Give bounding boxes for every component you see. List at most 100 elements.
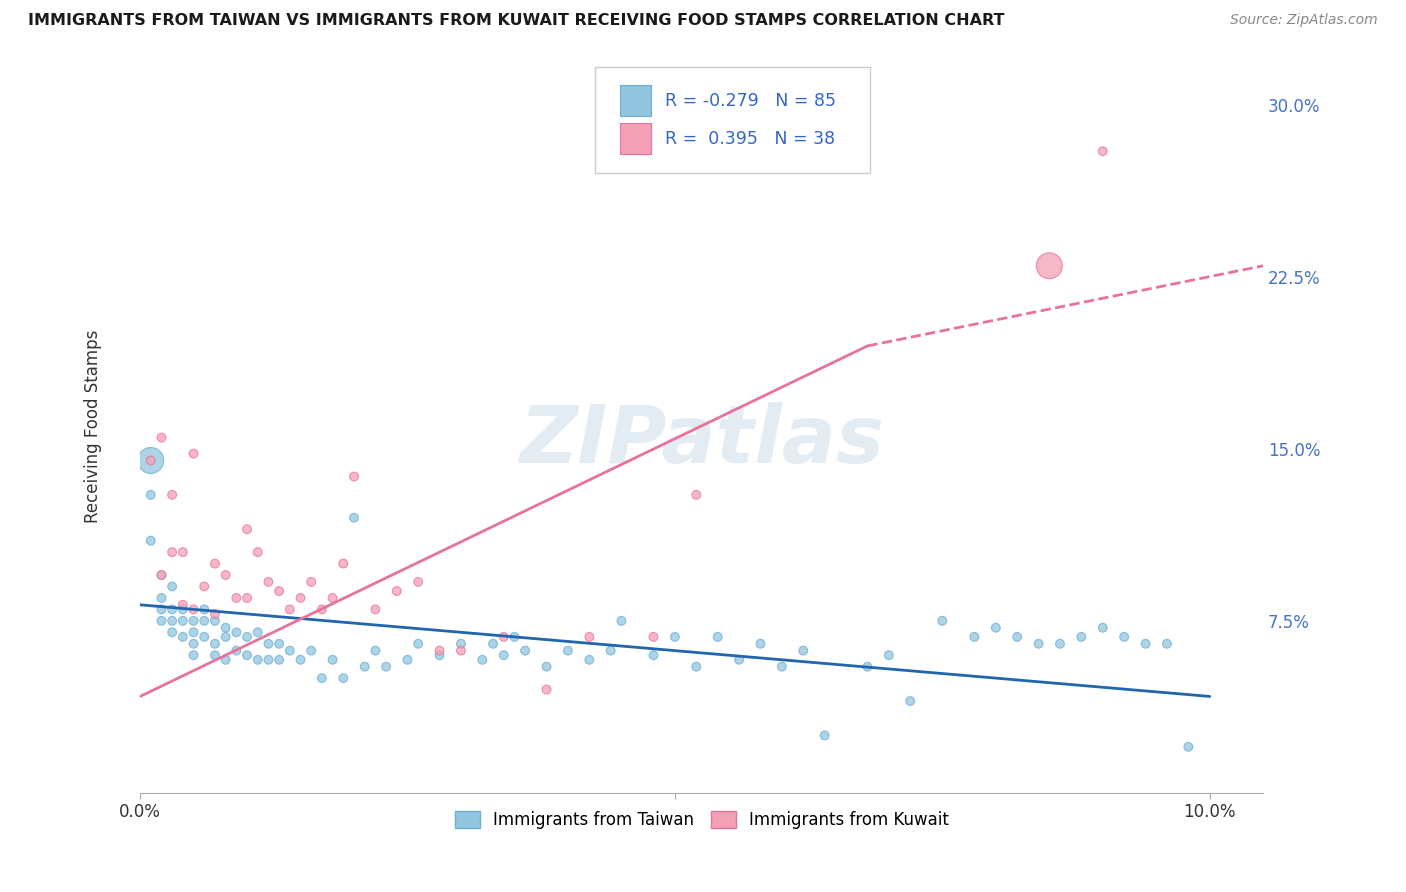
Point bbox=[332, 671, 354, 685]
Point bbox=[139, 533, 162, 548]
Point bbox=[1091, 621, 1114, 635]
Point bbox=[311, 602, 333, 616]
Text: R = -0.279   N = 85: R = -0.279 N = 85 bbox=[665, 92, 835, 110]
Text: Source: ZipAtlas.com: Source: ZipAtlas.com bbox=[1230, 13, 1378, 28]
FancyBboxPatch shape bbox=[620, 123, 651, 154]
Point bbox=[278, 643, 301, 657]
Legend: Immigrants from Taiwan, Immigrants from Kuwait: Immigrants from Taiwan, Immigrants from … bbox=[449, 804, 956, 836]
Point bbox=[160, 614, 183, 628]
Point bbox=[193, 614, 215, 628]
Point bbox=[364, 602, 387, 616]
Point bbox=[536, 659, 558, 673]
Point bbox=[225, 625, 247, 640]
Point bbox=[450, 643, 472, 657]
Point bbox=[1091, 145, 1114, 159]
Point bbox=[204, 614, 226, 628]
Point bbox=[984, 621, 1007, 635]
Point bbox=[257, 574, 280, 589]
Point bbox=[214, 653, 236, 667]
Point bbox=[183, 614, 205, 628]
Point bbox=[160, 488, 183, 502]
Point bbox=[150, 431, 173, 445]
Point bbox=[492, 630, 515, 644]
Point bbox=[1049, 637, 1071, 651]
Point bbox=[1038, 259, 1060, 273]
Point bbox=[643, 630, 665, 644]
FancyBboxPatch shape bbox=[620, 86, 651, 116]
Point bbox=[290, 591, 312, 605]
Point bbox=[278, 602, 301, 616]
Point bbox=[183, 447, 205, 461]
Point bbox=[685, 488, 707, 502]
Point bbox=[150, 568, 173, 582]
Point bbox=[353, 659, 375, 673]
Point bbox=[322, 653, 344, 667]
Point bbox=[482, 637, 505, 651]
Point bbox=[193, 579, 215, 593]
Point bbox=[246, 545, 269, 559]
Point bbox=[172, 630, 194, 644]
Point bbox=[183, 602, 205, 616]
Point bbox=[685, 659, 707, 673]
Point bbox=[246, 625, 269, 640]
Point bbox=[225, 591, 247, 605]
Point bbox=[193, 602, 215, 616]
Point bbox=[492, 648, 515, 663]
Point bbox=[150, 591, 173, 605]
Point bbox=[183, 648, 205, 663]
Point bbox=[139, 453, 162, 467]
Point bbox=[515, 643, 537, 657]
Point bbox=[160, 545, 183, 559]
Point bbox=[599, 643, 621, 657]
Point bbox=[503, 630, 526, 644]
Text: ZIPatlas: ZIPatlas bbox=[519, 401, 884, 480]
Point bbox=[172, 614, 194, 628]
Point bbox=[204, 648, 226, 663]
Point bbox=[643, 648, 665, 663]
Point bbox=[204, 637, 226, 651]
Point bbox=[814, 728, 837, 742]
Point bbox=[396, 653, 419, 667]
Point bbox=[172, 545, 194, 559]
Point bbox=[139, 488, 162, 502]
Point bbox=[536, 682, 558, 697]
Point bbox=[299, 643, 322, 657]
Point bbox=[322, 591, 344, 605]
Point bbox=[610, 614, 633, 628]
Point bbox=[728, 653, 751, 667]
Point bbox=[269, 637, 291, 651]
Point bbox=[375, 659, 398, 673]
Point bbox=[898, 694, 921, 708]
Point bbox=[856, 659, 879, 673]
Point bbox=[160, 625, 183, 640]
Point bbox=[214, 568, 236, 582]
Point bbox=[450, 637, 472, 651]
Point bbox=[385, 584, 408, 599]
Point bbox=[183, 625, 205, 640]
Point bbox=[172, 602, 194, 616]
Point bbox=[160, 602, 183, 616]
Point bbox=[1156, 637, 1178, 651]
Point bbox=[770, 659, 793, 673]
Point bbox=[214, 621, 236, 635]
Point bbox=[236, 522, 259, 536]
Point bbox=[343, 469, 366, 483]
Point bbox=[311, 671, 333, 685]
Point bbox=[1177, 739, 1199, 754]
Point bbox=[792, 643, 814, 657]
Point bbox=[150, 602, 173, 616]
Point bbox=[257, 637, 280, 651]
Point bbox=[364, 643, 387, 657]
Point bbox=[150, 568, 173, 582]
Point bbox=[1005, 630, 1028, 644]
Point bbox=[1070, 630, 1092, 644]
Point bbox=[578, 630, 600, 644]
Point bbox=[236, 648, 259, 663]
Text: IMMIGRANTS FROM TAIWAN VS IMMIGRANTS FROM KUWAIT RECEIVING FOOD STAMPS CORRELATI: IMMIGRANTS FROM TAIWAN VS IMMIGRANTS FRO… bbox=[28, 13, 1005, 29]
Point bbox=[299, 574, 322, 589]
Point bbox=[139, 453, 162, 467]
Point bbox=[429, 648, 451, 663]
Point bbox=[183, 637, 205, 651]
Point bbox=[204, 557, 226, 571]
Point bbox=[343, 510, 366, 524]
